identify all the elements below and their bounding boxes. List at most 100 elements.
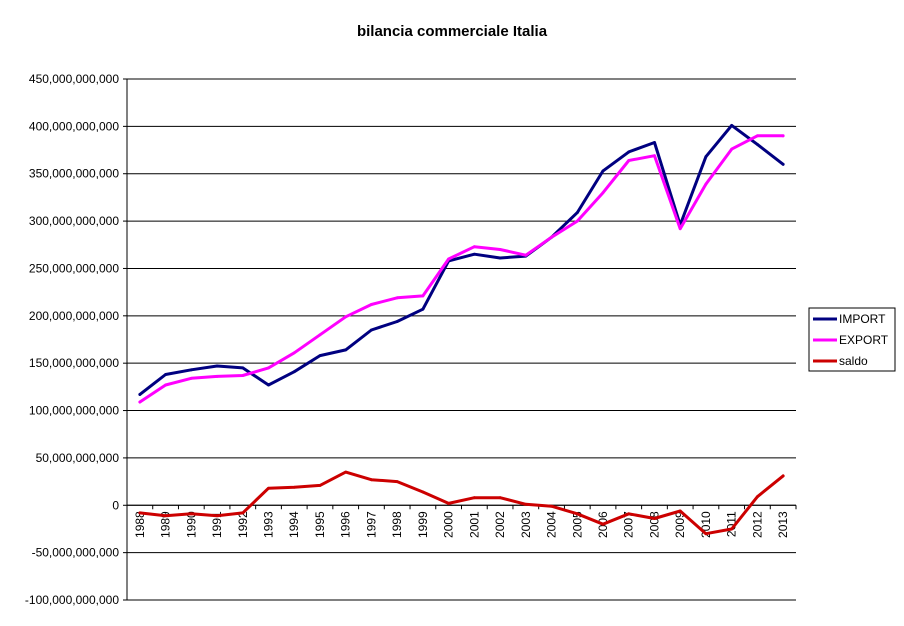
x-tick-label: 2007 (622, 511, 636, 538)
series-line-saldo (138, 470, 785, 536)
data-point-export (781, 134, 785, 138)
data-point-import (472, 252, 476, 256)
data-point-import (241, 366, 245, 370)
data-point-saldo (164, 514, 167, 518)
data-point-import (344, 348, 348, 352)
data-point-export (575, 219, 579, 223)
data-point-saldo (704, 532, 708, 536)
data-point-export (550, 235, 553, 239)
legend-label-saldo: saldo (839, 354, 868, 368)
y-tick-label: 250,000,000,000 (29, 261, 119, 275)
x-tick-label: 1996 (339, 511, 353, 538)
data-point-import (575, 211, 579, 214)
x-tick-label: 2000 (442, 511, 456, 538)
x-tick-label: 2004 (545, 511, 559, 538)
x-tick-label: 1988 (133, 511, 147, 538)
series-lines (138, 123, 785, 536)
x-tick-label: 1992 (236, 511, 250, 538)
grid-lines (127, 78, 796, 601)
data-point-saldo (215, 514, 219, 518)
data-point-export (730, 147, 734, 151)
y-tick-label: 150,000,000,000 (29, 356, 119, 370)
y-tick-label: 300,000,000,000 (29, 214, 119, 228)
data-point-import (601, 169, 605, 173)
x-tick-label: 2013 (776, 511, 790, 538)
x-tick-label: 1993 (262, 511, 276, 538)
data-point-export (524, 253, 528, 257)
data-point-saldo (627, 512, 631, 516)
x-tick-label: 2002 (493, 511, 507, 538)
y-tick-label: 100,000,000,000 (29, 404, 119, 418)
data-point-export (678, 227, 682, 231)
data-point-export (267, 366, 270, 370)
x-tick-label: 1991 (210, 511, 224, 538)
data-point-import (395, 320, 399, 323)
x-tick-label: 2009 (673, 511, 687, 538)
data-point-export (395, 296, 399, 300)
data-point-export (704, 182, 708, 186)
axes (126, 79, 796, 600)
y-tick-label: 0 (112, 498, 119, 512)
data-point-saldo (138, 511, 142, 515)
data-point-export (601, 191, 605, 195)
data-point-saldo (421, 490, 425, 494)
data-point-export (164, 383, 167, 387)
data-point-import (292, 370, 296, 374)
data-point-saldo (395, 480, 399, 483)
x-tick-label: 1994 (287, 511, 301, 538)
data-point-import (215, 364, 219, 368)
data-point-export (292, 351, 296, 355)
data-point-import (370, 328, 373, 332)
y-tick-label: 350,000,000,000 (29, 167, 119, 181)
data-point-export (215, 375, 219, 378)
series-line-export (138, 134, 785, 404)
data-point-saldo (524, 502, 528, 506)
data-point-export (472, 245, 476, 249)
data-point-import (756, 142, 759, 146)
legend: IMPORT EXPORT saldo (808, 307, 896, 372)
series-line-import (138, 123, 785, 396)
data-point-export (447, 257, 451, 261)
x-tick-label: 1990 (184, 511, 198, 538)
y-tick-label: -100,000,000,000 (25, 593, 119, 607)
data-point-export (189, 376, 193, 380)
data-point-import (781, 162, 785, 166)
data-point-export (318, 333, 322, 337)
data-point-export (370, 303, 373, 306)
data-point-saldo (756, 495, 759, 499)
legend-label-export: EXPORT (839, 333, 889, 347)
x-tick-label: 1999 (416, 511, 430, 538)
x-tick-label: 2008 (647, 511, 661, 538)
x-axis-ticks: 1988 1989 1990 1991 1992 1993 1994 1995 1996 1997… (126, 505, 797, 538)
data-point-import (189, 368, 193, 372)
data-point-export (756, 134, 759, 138)
data-point-saldo (472, 496, 476, 500)
data-point-import (421, 307, 425, 311)
x-tick-label: 2001 (467, 511, 481, 538)
data-point-export (627, 159, 631, 162)
x-tick-label: 2005 (570, 511, 584, 538)
data-point-saldo (344, 470, 348, 474)
data-point-import (730, 124, 734, 127)
data-point-import (138, 393, 142, 396)
data-point-export (241, 374, 245, 377)
data-point-export (653, 154, 656, 158)
data-point-saldo (267, 486, 270, 490)
data-point-export (421, 294, 425, 298)
data-point-saldo (575, 512, 579, 516)
y-axis-ticks: -100,000,000,000 -50,000,000,000 0 50,000,0… (25, 72, 127, 607)
y-tick-label: 400,000,000,000 (29, 119, 119, 133)
data-point-saldo (318, 483, 322, 487)
data-point-import (267, 383, 270, 387)
data-point-import (627, 150, 631, 154)
data-point-saldo (189, 512, 193, 516)
y-tick-label: 450,000,000,000 (29, 72, 119, 86)
data-point-saldo (447, 501, 451, 505)
x-tick-label: 1995 (313, 511, 327, 538)
data-point-import (164, 373, 167, 376)
data-point-saldo (292, 485, 296, 489)
y-tick-label: 50,000,000,000 (36, 451, 120, 465)
x-tick-label: 2003 (519, 511, 533, 538)
x-tick-label: 1997 (364, 511, 378, 538)
